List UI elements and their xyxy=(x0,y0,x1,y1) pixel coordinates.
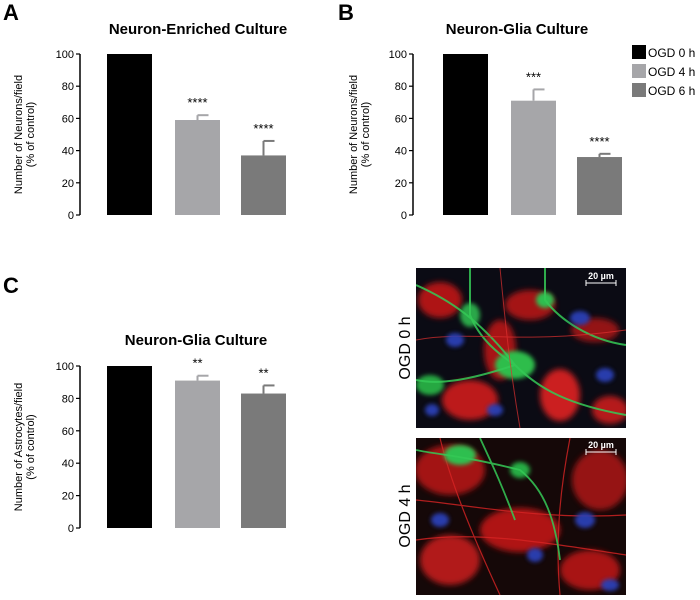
y-tick-label: 0 xyxy=(68,210,74,222)
chart-title: Neuron-Glia Culture xyxy=(446,21,589,38)
chart-title: Neuron-Glia Culture xyxy=(125,332,268,349)
y-tick-label: 100 xyxy=(389,49,407,61)
micrograph-image-ogd-4h: 20 µm xyxy=(416,438,626,595)
y-tick-label: 80 xyxy=(62,393,74,405)
y-tick-label: 20 xyxy=(62,491,74,503)
y-tick-label: 40 xyxy=(395,146,407,158)
y-tick-label: 80 xyxy=(395,81,407,93)
bar-ogd-6h xyxy=(577,157,622,215)
bar-ogd-0h xyxy=(107,54,152,215)
scale-bar-ogd-0h: 20 µm xyxy=(585,271,617,286)
legend-label-ogd-6h: OGD 6 h xyxy=(648,84,695,98)
y-tick-label: 20 xyxy=(62,178,74,190)
panel-label-b: B xyxy=(338,0,354,25)
y-axis-label: (% of control) xyxy=(25,414,37,479)
significance-ogd-4h: **** xyxy=(187,95,207,110)
panel-label-c: C xyxy=(3,273,19,298)
y-axis-label: (% of control) xyxy=(360,102,372,167)
significance-ogd-4h: *** xyxy=(526,69,541,84)
y-tick-label: 100 xyxy=(56,361,74,373)
chart-title: Neuron-Enriched Culture xyxy=(109,21,287,38)
panel-label-a: A xyxy=(3,0,19,25)
bar-ogd-6h xyxy=(241,393,286,528)
significance-ogd-6h: **** xyxy=(589,134,609,149)
bar-ogd-4h xyxy=(175,120,220,215)
y-tick-label: 80 xyxy=(62,81,74,93)
y-axis-label: Number of Neurons/field xyxy=(13,75,25,194)
y-tick-label: 40 xyxy=(62,458,74,470)
chart-neuron-enriched: Neuron-Enriched Culture 0 20 40 60 80 100 Numbe… xyxy=(13,21,287,222)
legend-swatch-ogd-4h xyxy=(632,64,646,78)
bar-ogd-6h xyxy=(241,155,286,215)
y-tick-label: 0 xyxy=(401,210,407,222)
scale-bar-label: 20 µm xyxy=(588,440,614,450)
bar-ogd-0h xyxy=(107,366,152,528)
y-tick-label: 60 xyxy=(395,113,407,125)
y-tick-label: 20 xyxy=(395,178,407,190)
micrograph-image-ogd-0h: 20 µm xyxy=(416,268,626,428)
bar-ogd-0h xyxy=(443,54,488,215)
micrograph-label-ogd-0h: OGD 0 h xyxy=(397,316,414,379)
micrograph-ogd-4h: 20 µm OGD 4 h xyxy=(397,438,626,595)
y-tick-label: 60 xyxy=(62,426,74,438)
significance-ogd-6h: **** xyxy=(253,121,273,136)
legend-swatch-ogd-6h xyxy=(632,83,646,97)
significance-ogd-4h: ** xyxy=(192,356,202,371)
micrograph-ogd-0h: 20 µm OGD 0 h xyxy=(397,268,626,428)
legend-swatch-ogd-0h xyxy=(632,45,646,59)
y-axis-label: Number of Neurons/field xyxy=(348,75,360,194)
bar-ogd-4h xyxy=(511,100,556,215)
legend-label-ogd-0h: OGD 0 h xyxy=(648,46,695,60)
significance-ogd-6h: ** xyxy=(258,365,268,380)
bar-ogd-4h xyxy=(175,380,220,528)
chart-neuron-glia-neurons: Neuron-Glia Culture 0 20 40 60 80 100 Number of… xyxy=(348,21,622,222)
y-tick-label: 60 xyxy=(62,113,74,125)
y-tick-label: 100 xyxy=(56,49,74,61)
scale-bar-ogd-4h: 20 µm xyxy=(585,440,617,455)
chart-neuron-glia-astrocytes: Neuron-Glia Culture 0 20 40 60 80 100 Number of… xyxy=(13,332,286,535)
y-tick-label: 0 xyxy=(68,523,74,535)
micrograph-label-ogd-4h: OGD 4 h xyxy=(397,484,414,547)
y-axis-label: (% of control) xyxy=(25,102,37,167)
legend: OGD 0 h OGD 4 h OGD 6 h xyxy=(632,45,695,98)
legend-label-ogd-4h: OGD 4 h xyxy=(648,65,695,79)
y-axis-label: Number of Astrocytes/field xyxy=(13,383,25,511)
scale-bar-label: 20 µm xyxy=(588,271,614,281)
y-tick-label: 40 xyxy=(62,146,74,158)
